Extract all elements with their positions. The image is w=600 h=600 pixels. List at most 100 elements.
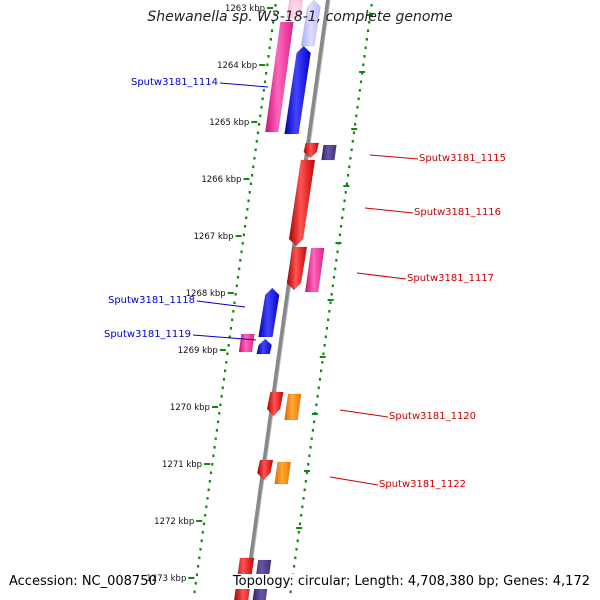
gene-label-leader [219,82,269,88]
gene-label: Sputw3181_1115 [419,153,506,164]
ruler-dot [238,267,241,271]
ruler-dot [220,395,223,398]
feature-red-1122 [256,459,274,481]
kbp-tick-label: 1270 kbp [170,403,210,413]
ruler-dot [307,463,310,466]
feature-pink-1119 [238,333,255,353]
ruler-dot [318,378,322,381]
feature-dark-1115 [321,144,337,161]
ruler-dot [246,208,249,211]
ruler-dot [208,480,211,483]
ruler-dot [204,514,207,517]
ruler-dot [247,199,250,203]
ruler-dot [342,208,345,211]
ruler-dot [370,4,373,7]
backbone-layer [243,0,331,600]
kbp-tick-label: 1263 kbp [225,4,265,14]
ruler-dot [265,72,268,75]
kbp-tick-label: 1271 kbp [162,460,202,470]
ruler-dot [346,174,350,177]
ruler-dot [216,420,220,424]
ruler-dot [218,412,221,415]
kbp-tick-label: 1266 kbp [201,175,241,185]
gene-label: Sputw3181_1114 [131,77,218,88]
ruler-dot [317,386,320,390]
ruler-dot [302,497,305,500]
ruler-dot [249,182,253,186]
ruler-dot [345,182,349,186]
ruler-dot [355,114,358,118]
ruler-dot [209,471,213,475]
ruler-dot [199,548,202,551]
ruler-dot [336,250,339,254]
ruler-dot [358,89,361,92]
ruler-dot [197,565,200,568]
gene-label-leader [369,154,419,160]
ruler-dot [261,97,264,101]
ruler-dot [311,429,314,432]
ruler-dot [339,225,343,228]
ruler-dot [304,480,307,483]
ruler-dot [195,573,199,577]
ruler-dot [303,488,306,492]
accession-text: Accession: NC_008750 [9,574,157,589]
ruler-dot [273,12,276,16]
ruler-dot [227,344,230,347]
ruler-dot [330,293,333,296]
feature-pale-pink [286,0,303,19]
ruler-dot [348,165,351,169]
ruler-dot [225,361,228,364]
ruler-dot [294,556,297,560]
ruler-dot [349,157,352,160]
ruler-dot [260,106,263,109]
ruler-dot [201,531,204,534]
feature-orange-1122 [274,461,292,485]
ruler-dot [274,4,277,7]
ruler-dot [363,55,366,58]
ruler-dot [213,446,216,449]
ruler-dot [356,106,359,109]
backbone-highlight [246,0,331,600]
ruler-dot [308,454,311,458]
ruler-dot [295,548,298,551]
ruler-dot [250,174,254,177]
ruler-dot [335,259,338,262]
ruler-dot [239,259,242,262]
gene-label-leader [329,476,379,486]
ruler-dot [369,12,372,16]
ruler-dot [350,148,353,152]
ruler-dot [258,123,261,126]
ruler-dot [329,301,332,305]
ruler-dot [221,386,224,390]
feature-red-1120 [266,391,284,417]
gene-label: Sputw3181_1119 [104,329,191,340]
ruler-dot [215,429,218,432]
kbp-tick-label: 1272 kbp [154,517,194,527]
feature-blue-1114 [284,45,311,135]
gene-label: Sputw3181_1122 [379,479,466,490]
ruler-dot [338,233,341,237]
ruler-dot [323,344,326,347]
ruler-dot [226,352,229,356]
ruler-dot [366,29,370,33]
ruler-dot [205,505,208,509]
ruler-dot [206,497,209,500]
feature-pale-blue [300,0,321,47]
gene-label: Sputw3181_1117 [407,273,494,284]
gene-label-leader [356,272,407,280]
ruler-dot [262,89,265,92]
gene-label: Sputw3181_1120 [389,411,476,422]
ruler-dot [322,352,325,356]
ruler-dot [321,361,324,364]
feature-pink-1117 [304,247,325,293]
ruler-dot [259,114,262,118]
ruler-dot [328,310,331,313]
gene-label: Sputw3181_1116 [414,207,501,218]
backbone-line [243,0,330,600]
feature-pink-1114a [264,21,294,133]
ruler-dot [263,80,267,84]
ruler-dot [212,454,215,458]
ruler-dot [269,38,272,41]
ruler-dot [305,471,309,475]
